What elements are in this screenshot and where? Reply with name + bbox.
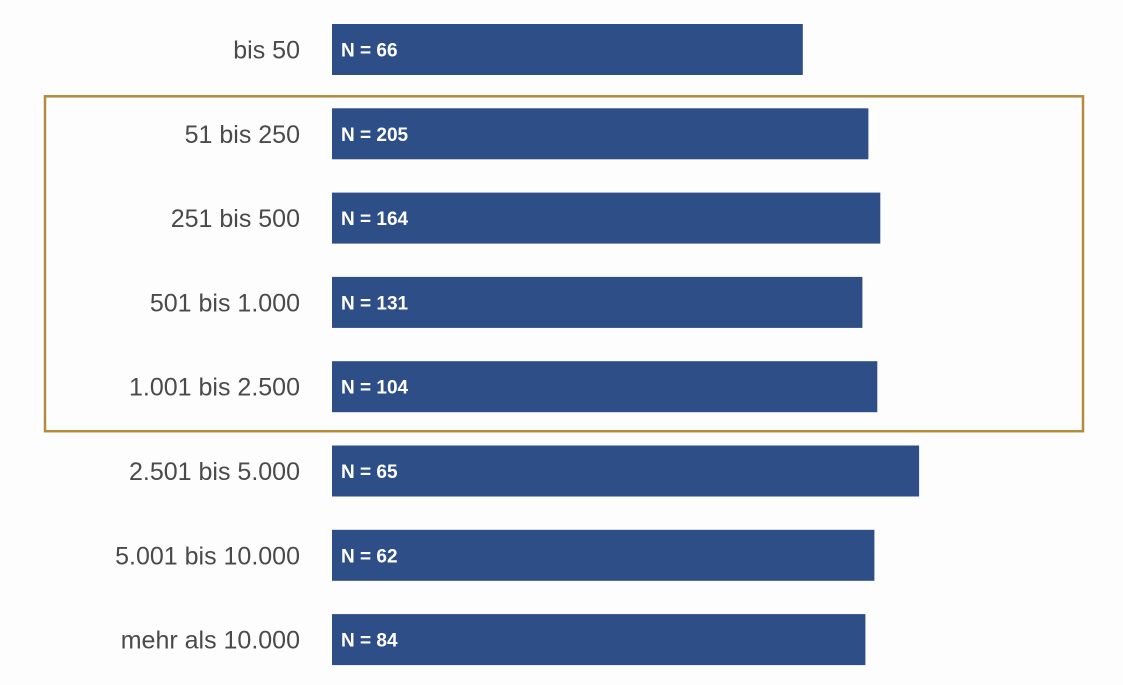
data-label-3: N = 164 [341, 209, 409, 230]
bar-3 [332, 192, 881, 244]
data-label-6: N = 65 [341, 462, 398, 483]
highlight-frame-layer [43, 95, 1085, 433]
data-label-8: N = 84 [341, 631, 398, 652]
category-label-1: bis 50 [233, 37, 300, 65]
bar-1 [332, 24, 803, 75]
category-label-5: 1.001 bis 2.500 [129, 374, 300, 402]
highlight-frame [43, 95, 1085, 433]
bar-8 [332, 614, 866, 666]
category-label-6: 2.501 bis 5.000 [129, 458, 300, 486]
category-label-4: 501 bis 1.000 [150, 289, 300, 317]
bars-layer: bis 50 N = 66 51 bis 250 N = 205 251 bis 500… [115, 24, 920, 666]
category-label-7: 5.001 bis 10.000 [115, 542, 300, 570]
bar-2 [332, 108, 869, 160]
data-label-1: N = 66 [341, 41, 398, 62]
data-label-2: N = 205 [341, 125, 409, 146]
category-label-3: 251 bis 500 [171, 205, 300, 233]
data-label-5: N = 104 [341, 378, 409, 399]
bar-5 [332, 361, 878, 413]
data-label-7: N = 62 [341, 546, 398, 567]
data-label-4: N = 131 [341, 293, 409, 314]
category-label-8: mehr als 10.000 [121, 627, 300, 655]
bar-4 [332, 276, 863, 328]
category-label-2: 51 bis 250 [185, 121, 300, 149]
bar-6 [332, 445, 920, 497]
bar-7 [332, 529, 875, 581]
